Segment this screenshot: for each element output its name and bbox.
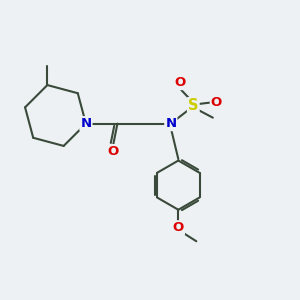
Text: O: O — [174, 76, 185, 89]
Text: S: S — [188, 98, 199, 113]
Text: O: O — [107, 145, 118, 158]
Text: O: O — [211, 96, 222, 109]
Text: N: N — [165, 117, 176, 130]
Text: O: O — [173, 221, 184, 234]
Text: N: N — [80, 117, 92, 130]
